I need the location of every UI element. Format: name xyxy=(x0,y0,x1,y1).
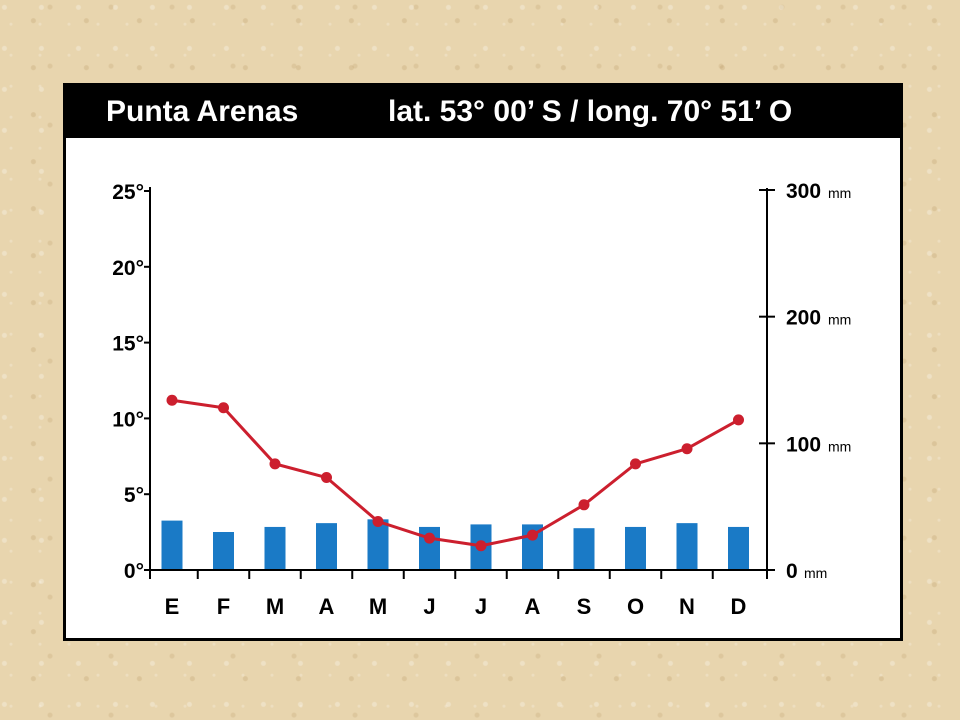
left-tick-label: 0° xyxy=(124,560,144,583)
temperature-point xyxy=(166,394,178,406)
x-tick-label: A xyxy=(525,594,541,619)
temperature-point xyxy=(733,414,744,426)
x-tick-label: O xyxy=(627,594,644,619)
x-tick-label: N xyxy=(679,594,695,619)
precipitation-bar xyxy=(213,532,234,570)
left-tick-label: 15° xyxy=(112,333,144,356)
precipitation-bar xyxy=(573,528,595,570)
x-tick-label: E xyxy=(165,594,180,619)
x-tick-label: J xyxy=(423,594,435,619)
x-tick-label: A xyxy=(319,594,335,619)
climograph: E F M A M J J A S O N D 0° 5° 10° 15° 20° 25° 0 mm 100 mm 200 m… xyxy=(112,180,851,619)
temperature-point xyxy=(527,529,538,541)
x-tick-label: M xyxy=(266,594,284,619)
temperature-point xyxy=(269,458,281,470)
x-tick-label: S xyxy=(577,594,592,619)
climate-chart-panel: Punta Arenas lat. 53° 00’ S / long. 70° … xyxy=(63,83,903,641)
x-tick-label: F xyxy=(217,594,230,619)
temperature-point xyxy=(681,443,693,455)
temperature-point xyxy=(218,402,229,414)
precipitation-bar xyxy=(625,526,646,570)
temperature-point xyxy=(424,532,435,544)
temperature-point xyxy=(372,515,384,527)
precipitation-bar xyxy=(316,523,337,570)
temperature-point xyxy=(578,499,590,511)
left-tick-label: 10° xyxy=(112,408,144,431)
right-tick-label: 0 xyxy=(786,560,798,583)
right-tick-label: 200 xyxy=(786,307,821,330)
precipitation-bar xyxy=(728,526,749,570)
precipitation-bar xyxy=(264,526,286,570)
left-tick-label: 25° xyxy=(112,181,144,204)
chart-title-coordinates: lat. 53° 00’ S / long. 70° 51’ O xyxy=(388,95,793,128)
temperature-line xyxy=(171,398,740,548)
right-tick-unit: mm xyxy=(828,185,851,201)
x-tick-label: M xyxy=(369,594,387,619)
temperature-point xyxy=(630,458,641,470)
chart-title-place: Punta Arenas xyxy=(106,95,299,128)
x-tick-label: D xyxy=(731,594,747,619)
precipitation-bar xyxy=(367,519,389,570)
right-tick-label: 100 xyxy=(786,433,821,456)
temperature-point xyxy=(321,472,332,484)
temperature-point xyxy=(475,540,487,552)
x-tick-label: J xyxy=(475,594,487,619)
left-tick-label: 5° xyxy=(124,484,144,507)
right-tick-unit: mm xyxy=(828,438,851,454)
left-tick-label: 20° xyxy=(112,257,144,280)
right-tick-unit: mm xyxy=(804,565,827,581)
title-bar: Punta Arenas lat. 53° 00’ S / long. 70° … xyxy=(66,86,900,138)
precipitation-bar xyxy=(676,523,698,570)
right-tick-label: 300 xyxy=(786,180,821,203)
precipitation-bar xyxy=(161,520,183,570)
right-tick-unit: mm xyxy=(828,312,851,328)
